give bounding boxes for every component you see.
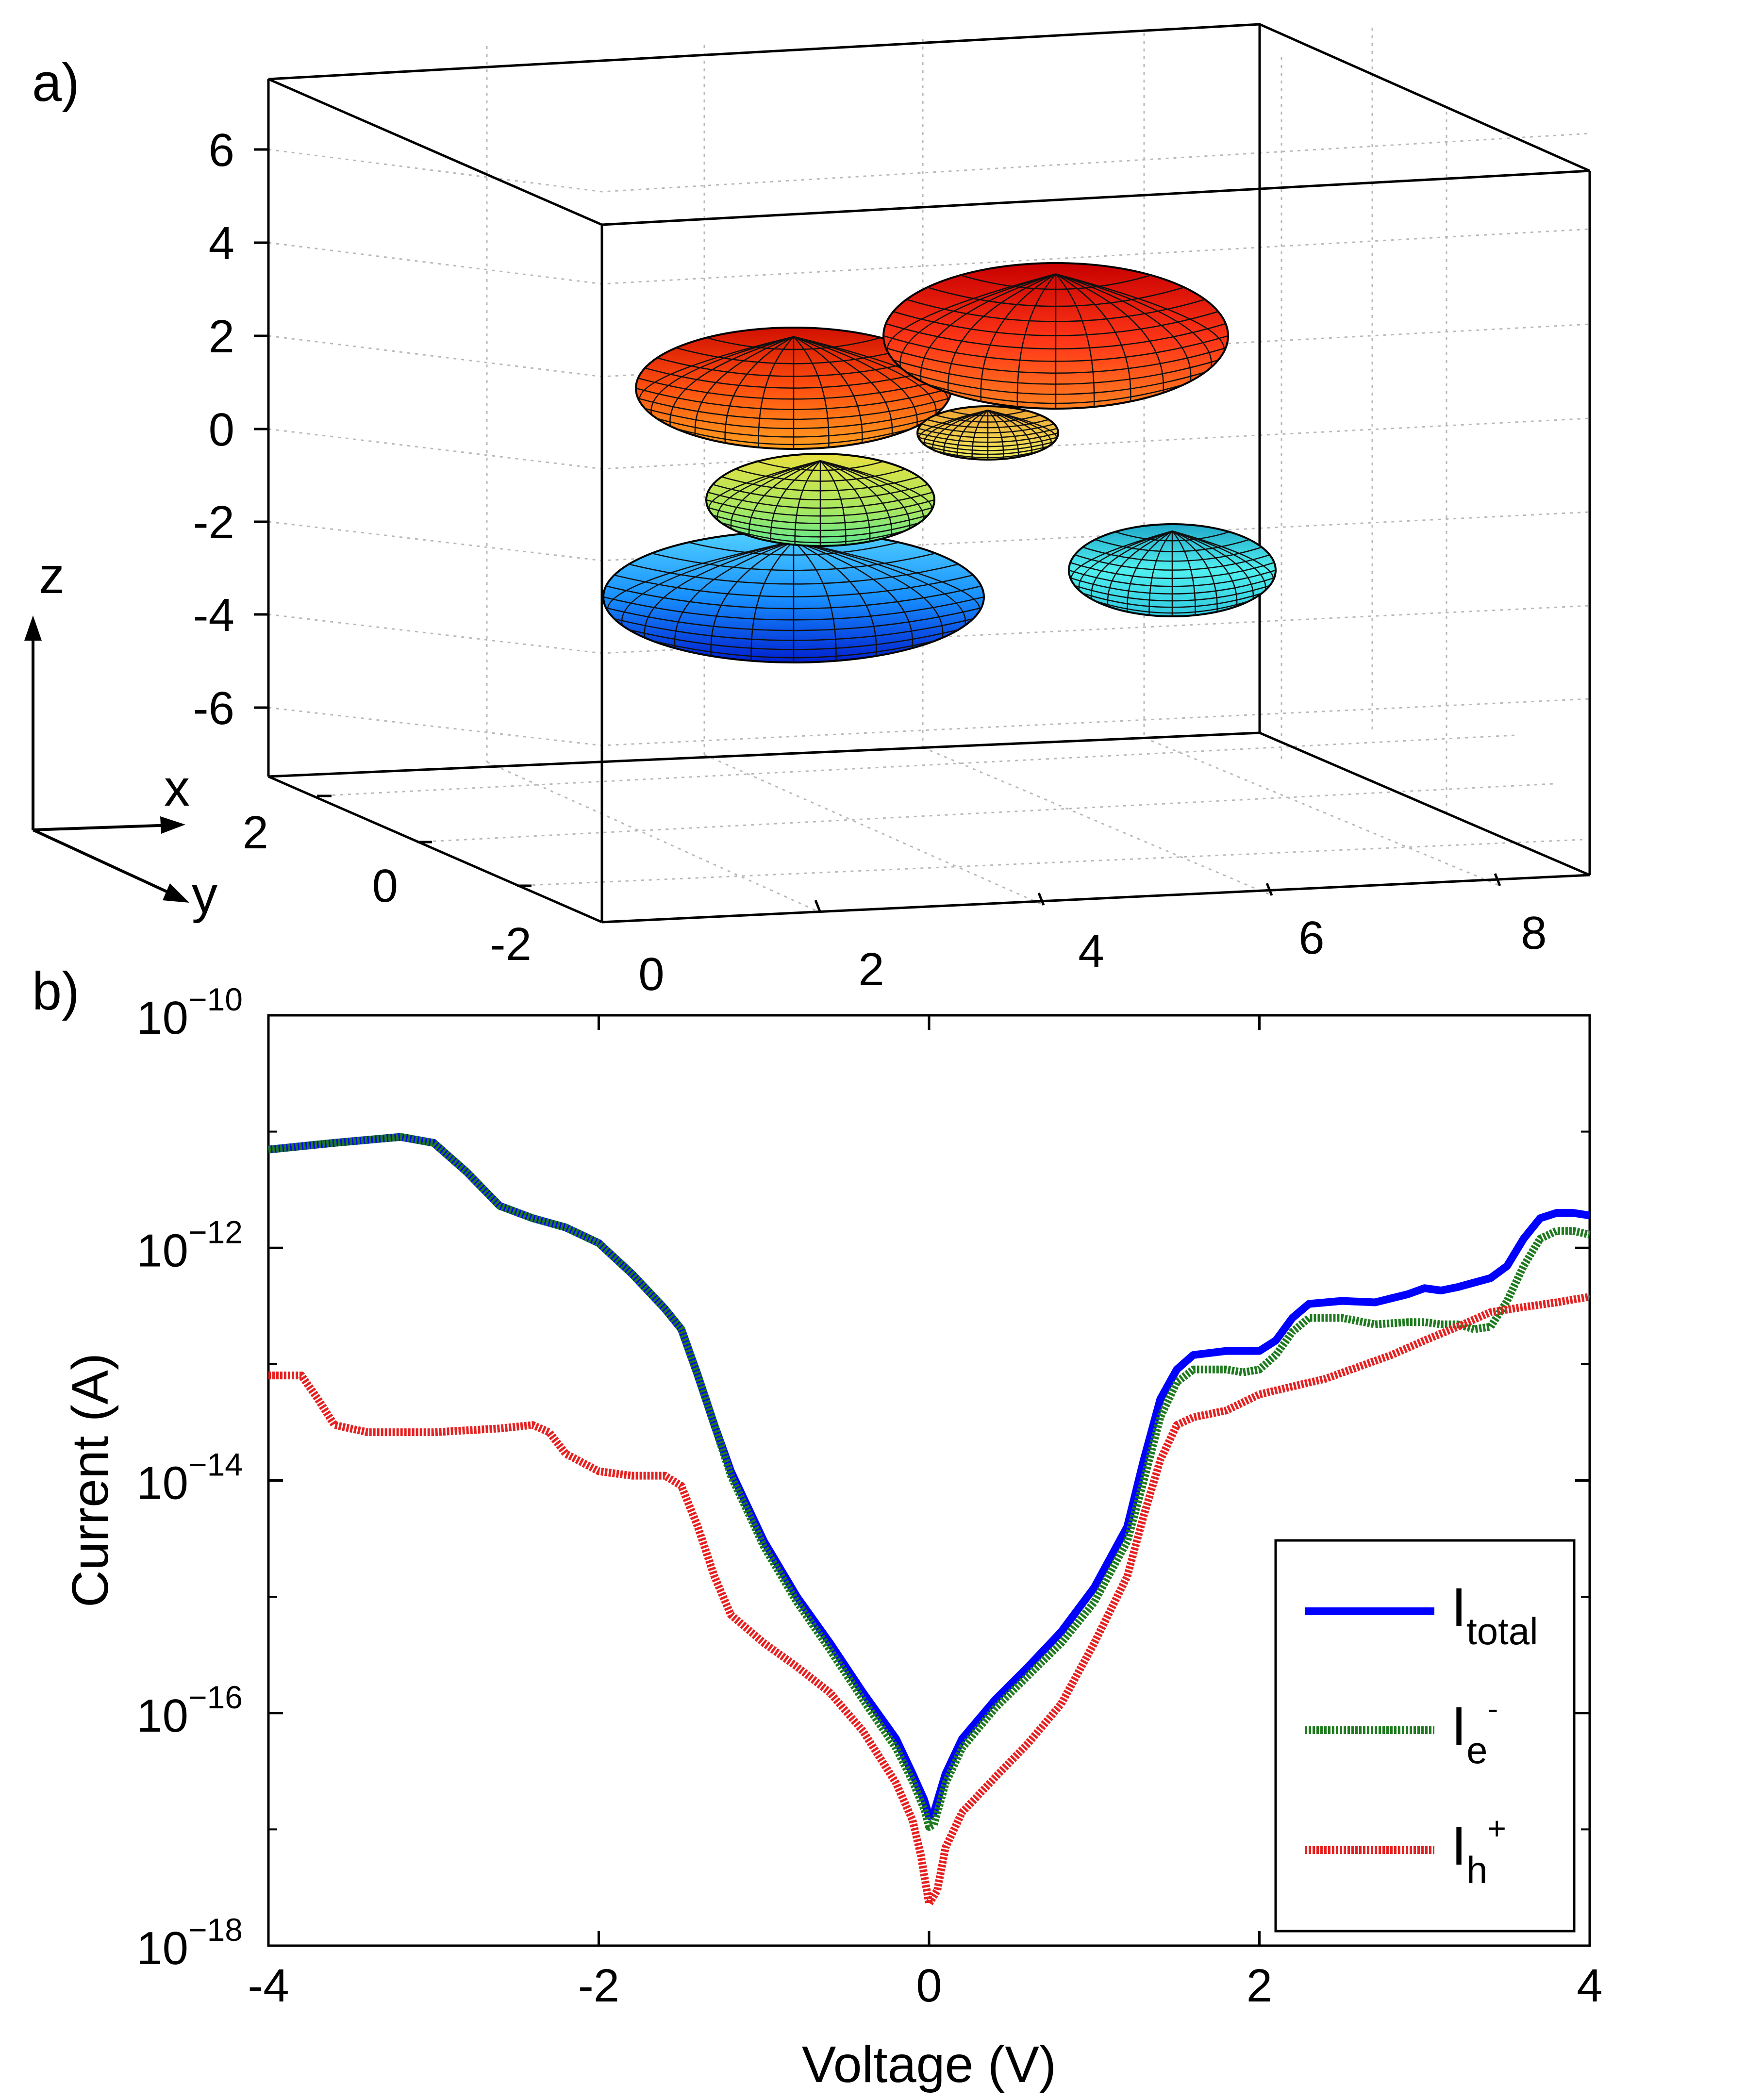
x-tick-label: 8 [1521,907,1546,959]
legend: Itotal Ie- Ih+ [1274,1539,1576,1933]
x-axis-title: Voltage (V) [802,2036,1056,2093]
y-axis: 2 0 -2 [243,794,532,970]
y-axis-title: Current (A) [62,1353,119,1607]
y-tick-label: -2 [490,918,532,970]
x-tick-label: 2 [1247,1960,1272,2012]
y-tick-label: 0 [372,860,398,912]
x-tick-label: 0 [916,1960,942,2012]
chart-ticks: -4 -2 0 2 4 10−10 10−12 10−14 10−16 10−18 [136,981,1602,2012]
ellipsoids [602,262,1277,663]
x-tick-label: -4 [248,1960,289,2012]
y-tick-label: 10−12 [136,1214,243,1276]
ellipsoid-cyan [1068,523,1277,617]
y-tick-label: 10−14 [136,1447,243,1509]
legend-label: Itotal [1451,1577,1538,1653]
triad-label-z: z [39,547,65,604]
series-line-i-h- [268,1293,1591,1908]
ellipsoid-yellow-small [916,405,1059,461]
triad-label-y: y [192,866,217,924]
x-axis: 0 2 4 6 8 [638,873,1547,1000]
z-tick-label: -4 [193,589,234,641]
series-line-i-e- [268,1133,1591,1831]
z-tick-label: 0 [209,404,234,456]
x-tick-label: 4 [1078,926,1104,977]
legend-label: Ie- [1451,1690,1498,1771]
z-tick-label: 4 [209,217,234,269]
ellipsoid-red-large [882,262,1229,410]
z-tick-label: 6 [209,124,234,176]
y-tick-label: 10−16 [136,1679,243,1742]
x-tick-label: 0 [638,948,664,1000]
triad-label-x: x [164,760,190,817]
panel-a: a) [24,23,1591,1000]
ellipsoid-yellow-green [705,453,935,547]
z-tick-label: -6 [193,682,234,734]
x-tick-label: -2 [578,1960,619,2012]
z-tick-label: -2 [193,496,234,548]
y-tick-label: 10−10 [136,981,243,1044]
x-tick-label: 2 [858,943,884,995]
panel-a-label: a) [32,53,80,113]
x-tick-label: 6 [1298,912,1324,964]
box-edges [267,23,1591,924]
chart-series [268,1133,1591,1908]
x-tick-label: 4 [1577,1960,1602,2012]
axis-triad [24,615,189,903]
y-tick-label: 2 [243,807,268,859]
z-axis: 6 4 2 0 -2 -4 -6 [193,124,268,734]
legend-label: Ih+ [1451,1810,1506,1891]
z-tick-label: 2 [209,311,234,363]
y-tick-label: 10−18 [136,1912,243,1974]
legend-box [1274,1539,1576,1933]
ellipsoid-blue [602,530,985,663]
ellipsoid-orange [635,327,952,450]
panel-b-label: b) [32,961,80,1021]
panel-b: b) -4 -2 0 2 4 10−10 10−12 10−14 10−16 10−18 Volt… [32,961,1603,2093]
